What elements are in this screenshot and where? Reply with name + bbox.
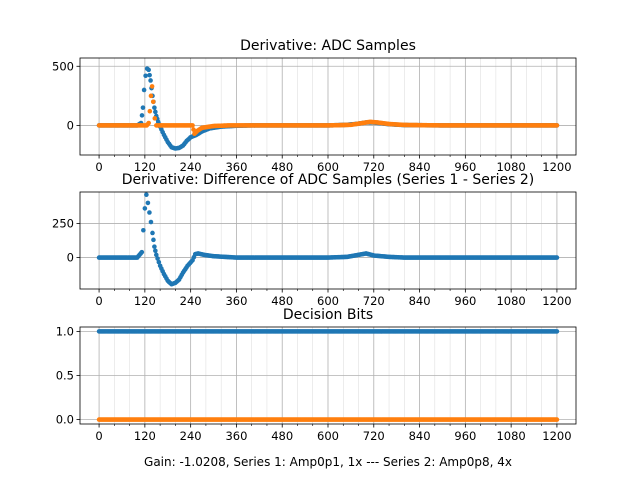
- data-point: [148, 78, 153, 83]
- x-tick-label: 720: [363, 294, 385, 308]
- data-point: [554, 417, 560, 422]
- data-point: [153, 248, 158, 254]
- data-point: [144, 192, 149, 198]
- x-tick-label: 960: [454, 294, 476, 308]
- data-point: [155, 256, 160, 261]
- y-tick-label: 0: [67, 118, 74, 132]
- x-tick-label: 120: [134, 429, 156, 443]
- data-point: [145, 200, 151, 206]
- x-tick-label: 240: [180, 429, 202, 443]
- chart-title: Derivative: Difference of ADC Samples (S…: [122, 172, 534, 188]
- x-tick-label: 1080: [496, 160, 525, 174]
- data-point: [147, 108, 153, 114]
- x-tick-label: 120: [134, 160, 156, 174]
- series-1: [96, 329, 560, 334]
- x-tick-label: 480: [271, 160, 293, 174]
- x-tick-label: 360: [225, 429, 247, 443]
- x-tick-label: 600: [317, 160, 339, 174]
- x-tick-label: 840: [409, 429, 431, 443]
- x-tick-label: 0: [95, 294, 102, 308]
- data-point: [154, 252, 159, 258]
- x-tick-label: 840: [409, 294, 431, 308]
- data-point: [554, 123, 560, 128]
- data-point: [150, 99, 156, 105]
- x-tick-label: 840: [409, 160, 431, 174]
- x-tick-label: 120: [134, 294, 156, 308]
- x-tick-label: 600: [317, 429, 339, 443]
- footer-text: Gain: -1.0208, Series 1: Amp0p1, 1x --- …: [144, 455, 512, 469]
- data-point: [140, 105, 146, 110]
- data-point: [143, 73, 148, 79]
- data-point: [146, 67, 151, 73]
- panel-adc-samples: 0 120 240 360 480 600 720 840 960 1080 1200 0 500 Der…: [52, 38, 577, 174]
- series-2: [96, 84, 560, 137]
- x-tick-label: 360: [225, 160, 247, 174]
- x-tick-label: 1200: [542, 294, 571, 308]
- data-point: [141, 227, 146, 233]
- data-point: [149, 84, 155, 89]
- data-point: [147, 210, 152, 215]
- x-tick-label: 360: [225, 294, 247, 308]
- data-point: [153, 109, 158, 115]
- x-tick-label: 480: [271, 429, 293, 443]
- y-tick-label: 0.0: [56, 413, 74, 427]
- x-tick-label: 1080: [496, 429, 525, 443]
- data-point: [139, 113, 145, 118]
- data-point: [152, 244, 157, 249]
- chart-title: Decision Bits: [283, 307, 373, 323]
- data-point: [146, 120, 151, 126]
- data-point: [156, 259, 162, 265]
- x-tick-label: 720: [363, 429, 385, 443]
- series-1: [96, 192, 560, 287]
- series-2: [96, 417, 560, 422]
- data-point: [141, 87, 147, 93]
- panel-decision-bits: 0 120 240 360 480 600 720 840 960 1080 1200 0.0 0.5 1…: [56, 307, 577, 443]
- data-point: [148, 93, 154, 99]
- data-point: [554, 255, 560, 260]
- x-tick-label: 1200: [542, 160, 571, 174]
- x-tick-label: 240: [180, 160, 202, 174]
- x-tick-label: 480: [271, 294, 293, 308]
- grid: [80, 327, 576, 424]
- chart-title: Derivative: ADC Samples: [240, 38, 416, 54]
- data-point: [190, 123, 195, 128]
- y-tick-label: 1.0: [56, 324, 74, 338]
- data-point: [150, 230, 155, 236]
- y-tick-label: 500: [52, 59, 74, 73]
- x-tick-label: 960: [454, 429, 476, 443]
- data-point: [139, 249, 145, 255]
- data-point: [151, 237, 156, 243]
- data-point: [148, 219, 154, 225]
- x-tick-label: 1200: [542, 429, 571, 443]
- data-point: [554, 329, 560, 334]
- data-point: [142, 206, 148, 211]
- panel-difference: 0 120 240 360 480 600 720 840 960 1080 1200 0 250 Der…: [52, 172, 577, 308]
- x-tick-label: 720: [363, 160, 385, 174]
- x-tick-label: 0: [95, 160, 102, 174]
- x-tick-label: 1080: [496, 294, 525, 308]
- data-point: [152, 105, 157, 110]
- grid: [80, 58, 576, 155]
- data-point: [147, 72, 152, 78]
- y-tick-label: 0: [67, 251, 74, 265]
- y-tick-label: 250: [52, 216, 74, 230]
- x-tick-label: 600: [317, 294, 339, 308]
- x-tick-label: 960: [454, 160, 476, 174]
- data-point: [152, 116, 158, 121]
- x-tick-label: 0: [95, 429, 102, 443]
- x-tick-label: 240: [180, 294, 202, 308]
- y-tick-label: 0.5: [56, 369, 74, 383]
